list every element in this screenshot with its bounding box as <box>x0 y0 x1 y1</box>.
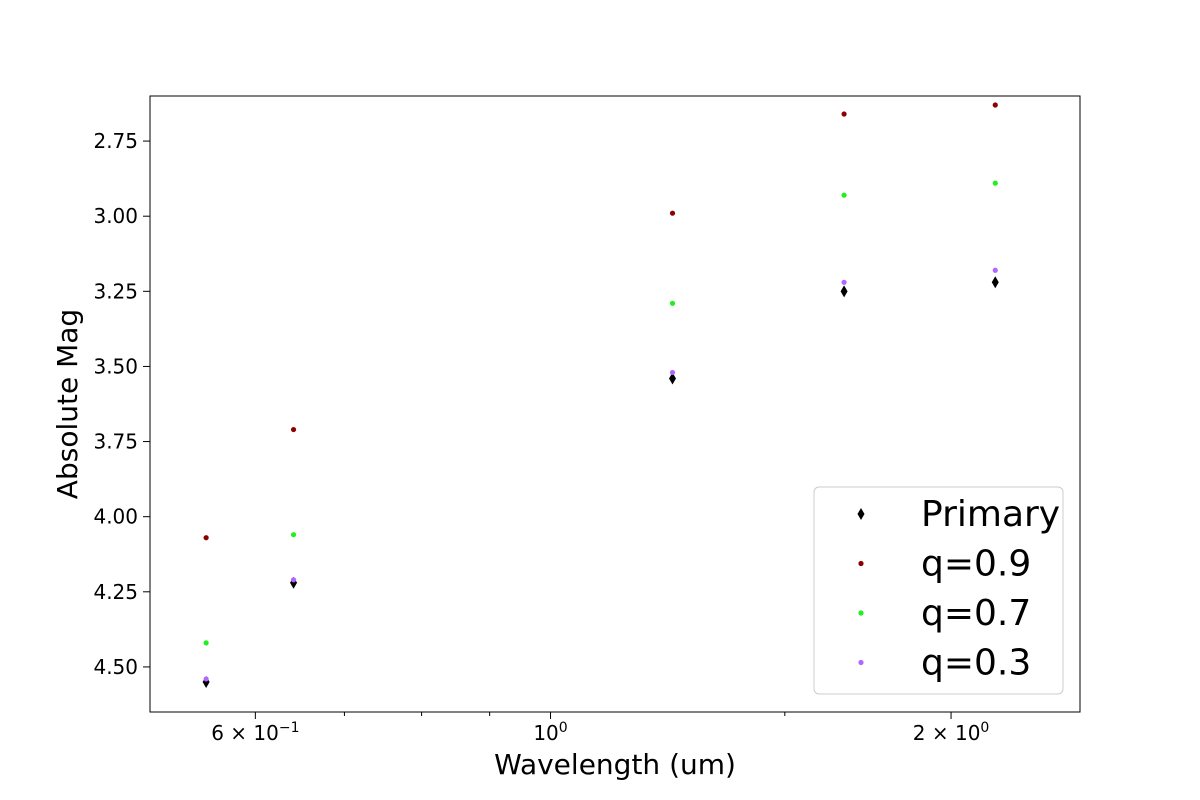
series-1-point <box>203 535 209 541</box>
y-tick-label: 3.75 <box>93 430 138 454</box>
series-2-point <box>992 180 998 186</box>
series-2-point <box>290 532 297 538</box>
x-axis-title: Wavelength (um) <box>494 748 736 781</box>
series-1-point <box>841 111 847 117</box>
series-0-point <box>840 285 848 298</box>
series-3-point <box>841 279 847 285</box>
legend-label: q=0.3 <box>921 643 1031 684</box>
legend-marker <box>857 508 865 520</box>
data-points <box>202 102 999 688</box>
series-3-point <box>992 267 998 273</box>
x-tick-label: 100 <box>533 720 567 745</box>
series-2-point <box>203 640 209 646</box>
series-1-point <box>992 102 998 108</box>
series-2 <box>203 180 998 646</box>
legend-label: q=0.9 <box>921 544 1031 585</box>
series-1 <box>203 102 998 541</box>
series-2-point <box>841 192 847 198</box>
x-axis: 6 × 10−1 100 2 × 100 <box>211 712 989 745</box>
legend: Primary q=0.9 q=0.7 q=0.3 <box>813 486 1064 695</box>
series-3 <box>203 267 998 682</box>
legend-label: Primary <box>921 494 1060 535</box>
x-tick-label: 2 × 100 <box>913 720 990 745</box>
series-3-point <box>290 577 297 583</box>
x-tick-label: 6 × 10−1 <box>211 720 299 745</box>
y-tick-label: 4.25 <box>93 580 138 604</box>
series-0-point <box>991 276 999 289</box>
y-tick-label: 2.75 <box>93 129 138 153</box>
y-tick-label: 4.50 <box>93 655 138 679</box>
y-axis: 2.75 3.00 3.25 3.50 3.75 4.00 4.25 4.50 <box>93 129 150 679</box>
series-1-point <box>669 210 676 216</box>
y-tick-label: 3.25 <box>93 279 138 303</box>
series-3-point <box>669 369 676 376</box>
y-tick-label: 3.00 <box>93 204 138 228</box>
y-tick-label: 4.00 <box>93 505 138 529</box>
series-2-point <box>669 300 676 306</box>
series-3-point <box>203 676 209 682</box>
y-tick-label: 3.50 <box>93 354 138 378</box>
y-axis-title: Absolute Mag <box>51 309 84 499</box>
legend-marker <box>858 610 864 616</box>
legend-box <box>813 486 1064 695</box>
plot-frame <box>149 95 1081 713</box>
series-1-point <box>290 426 297 433</box>
legend-label: q=0.7 <box>921 593 1031 634</box>
series-0-point <box>668 372 676 385</box>
legend-marker <box>858 560 864 567</box>
legend-marker <box>858 659 864 666</box>
